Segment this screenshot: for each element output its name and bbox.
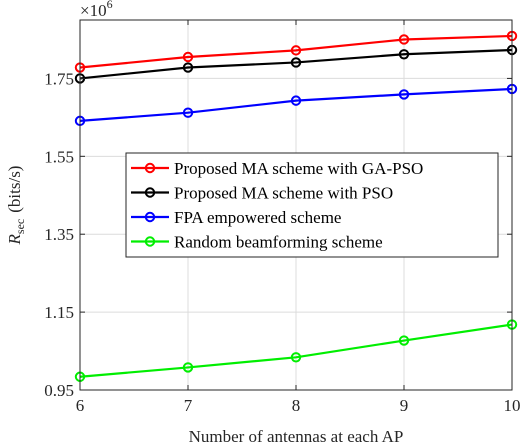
series-group (74, 44, 518, 84)
data-point (182, 362, 194, 373)
legend-label: Proposed MA scheme with PSO (174, 184, 393, 203)
legend-swatch-marker (144, 211, 156, 223)
data-point (398, 89, 410, 100)
data-point (290, 95, 302, 106)
y-tick-label: 1.35 (44, 225, 74, 244)
x-tick-label: 10 (504, 396, 521, 415)
data-point (182, 62, 194, 73)
data-point (398, 49, 410, 60)
legend-label: Proposed MA scheme with GA-PSO (174, 159, 423, 178)
legend-swatch-marker (144, 162, 156, 174)
series-line (79, 87, 513, 122)
legend-swatch-marker (144, 236, 156, 247)
legend-label: Random beamforming scheme (174, 233, 383, 252)
series-layer (74, 30, 518, 382)
x-tick-label: 7 (184, 396, 193, 415)
series-line (79, 48, 513, 80)
data-point (182, 51, 194, 63)
data-point (398, 335, 410, 346)
axis-ticks: 6 7 8 9 10 0.95 1.15 1.35 1.55 1.75 (44, 20, 521, 415)
data-point (290, 45, 302, 56)
legend: Proposed MA scheme with GA-PSO Proposed M… (125, 152, 499, 258)
y-tick-label: 1.15 (44, 303, 74, 322)
y-axis-label: Rsec(bits/s) (5, 166, 27, 246)
data-point (182, 107, 194, 118)
data-point (290, 352, 302, 363)
legend-swatch-marker (144, 187, 156, 198)
x-axis-label: Number of antennas at each AP (189, 427, 404, 446)
x-tick-label: 6 (76, 396, 85, 415)
y-exponent-label: ×106 (80, 0, 113, 20)
series-line (79, 323, 513, 378)
y-tick-label: 0.95 (44, 381, 74, 400)
legend-label: FPA empowered scheme (174, 208, 341, 227)
data-point (398, 34, 410, 45)
x-tick-label: 8 (292, 396, 301, 415)
y-tick-label: 1.75 (44, 69, 74, 88)
x-tick-label: 9 (400, 396, 409, 415)
series-line (79, 34, 513, 69)
y-tick-label: 1.55 (44, 147, 74, 166)
legend-box (125, 152, 499, 258)
data-point (290, 57, 302, 68)
